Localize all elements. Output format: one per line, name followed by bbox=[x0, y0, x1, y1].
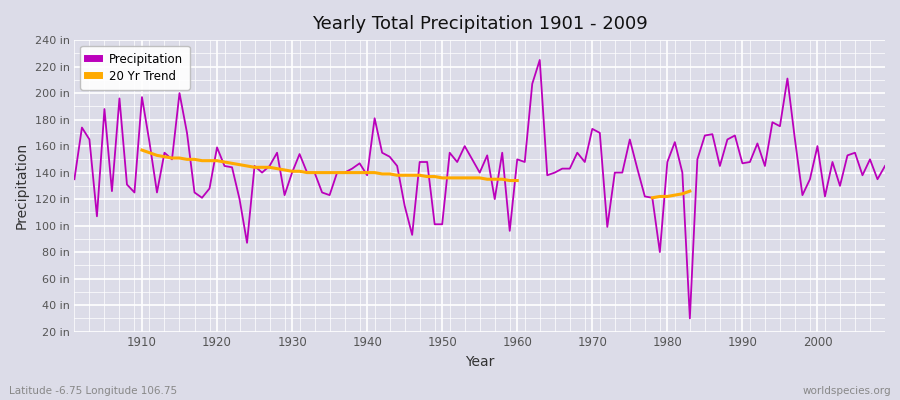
Precipitation bbox=[69, 177, 80, 182]
20 Yr Trend bbox=[137, 148, 148, 152]
20 Yr Trend bbox=[504, 178, 515, 183]
X-axis label: Year: Year bbox=[465, 355, 494, 369]
Precipitation bbox=[294, 152, 305, 156]
Precipitation bbox=[512, 157, 523, 162]
Line: 20 Yr Trend: 20 Yr Trend bbox=[142, 150, 518, 180]
Precipitation bbox=[129, 190, 140, 195]
Precipitation bbox=[609, 170, 620, 175]
Y-axis label: Precipitation: Precipitation bbox=[15, 142, 29, 230]
20 Yr Trend bbox=[249, 165, 260, 170]
Text: Latitude -6.75 Longitude 106.75: Latitude -6.75 Longitude 106.75 bbox=[9, 386, 177, 396]
Precipitation bbox=[504, 228, 515, 233]
20 Yr Trend bbox=[407, 173, 418, 178]
Precipitation bbox=[685, 316, 696, 321]
Line: Precipitation: Precipitation bbox=[75, 60, 885, 318]
20 Yr Trend bbox=[219, 160, 230, 164]
20 Yr Trend bbox=[384, 172, 395, 176]
Title: Yearly Total Precipitation 1901 - 2009: Yearly Total Precipitation 1901 - 2009 bbox=[311, 15, 648, 33]
20 Yr Trend bbox=[512, 178, 523, 183]
Precipitation bbox=[339, 170, 350, 175]
20 Yr Trend bbox=[256, 165, 267, 170]
20 Yr Trend bbox=[497, 177, 508, 182]
Precipitation bbox=[535, 58, 545, 62]
Precipitation bbox=[879, 164, 890, 168]
Text: worldspecies.org: worldspecies.org bbox=[803, 386, 891, 396]
Legend: Precipitation, 20 Yr Trend: Precipitation, 20 Yr Trend bbox=[80, 46, 190, 90]
